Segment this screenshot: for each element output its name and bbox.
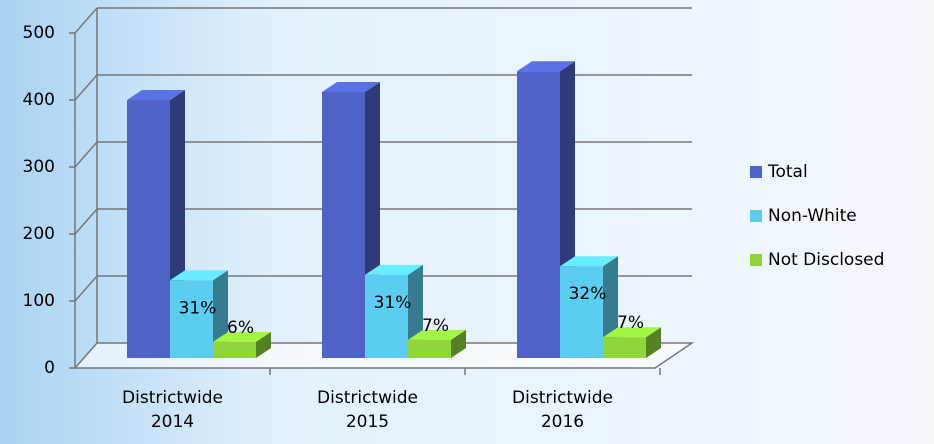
- y-tick-label: 0: [44, 358, 55, 378]
- x-tick-line: 2014: [151, 412, 194, 432]
- bar: [213, 331, 271, 358]
- bar: [603, 327, 661, 358]
- bar: [365, 264, 423, 358]
- x-tick-line: Districtwide: [122, 388, 223, 408]
- y-tick-label: 200: [23, 224, 55, 244]
- bar: [408, 329, 466, 358]
- data-label: 31%: [374, 293, 412, 313]
- y-tick-label: 300: [23, 157, 55, 177]
- bar-front: [322, 92, 365, 358]
- data-label: 7%: [617, 313, 644, 333]
- bar-front: [517, 71, 560, 359]
- data-label: 6%: [227, 318, 254, 338]
- bar-front: [127, 100, 170, 359]
- x-tick-line: Districtwide: [317, 388, 418, 408]
- bar-top: [213, 331, 271, 342]
- y-tick-label: 100: [23, 291, 55, 311]
- x-tick-line: Districtwide: [512, 388, 613, 408]
- grid-line: [74, 141, 98, 168]
- x-tick-label: Districtwide 2014: [122, 388, 223, 432]
- bar: [322, 82, 380, 358]
- bar-top: [365, 264, 423, 275]
- legend-swatch: [750, 254, 762, 266]
- bar-top: [603, 327, 661, 338]
- grid-line: [74, 74, 98, 101]
- bar-side: [256, 331, 271, 358]
- bar-front: [408, 339, 451, 358]
- data-label: 31%: [179, 298, 217, 318]
- x-tick-label: Districtwide 2016: [512, 388, 613, 432]
- legend-label: Non-White: [768, 206, 857, 226]
- bar-top: [322, 82, 380, 93]
- grid-line: [74, 7, 98, 34]
- bar-top: [127, 90, 185, 101]
- legend-label: Not Disclosed: [768, 250, 884, 270]
- bar-front: [560, 266, 603, 358]
- y-tick-label: 500: [23, 23, 55, 43]
- data-label: 32%: [569, 284, 607, 304]
- x-tick-line: 2015: [346, 412, 389, 432]
- bar-front: [170, 280, 213, 358]
- bar-top: [560, 256, 618, 267]
- bar-front: [365, 274, 408, 358]
- bar-front: [603, 337, 646, 358]
- bar-side: [646, 327, 661, 358]
- x-tick-label: Districtwide 2015: [317, 388, 418, 432]
- legend-label: Total: [767, 162, 808, 182]
- grid-line: [74, 208, 98, 235]
- x-tick-line: 2016: [541, 412, 584, 432]
- y-tick-label: 400: [23, 90, 55, 110]
- legend-swatch: [750, 166, 762, 178]
- bar-top: [170, 270, 228, 281]
- bar-top: [408, 329, 466, 340]
- data-label: 7%: [422, 316, 449, 336]
- bar-front: [213, 341, 256, 358]
- bar-side: [451, 329, 466, 358]
- grid-line: [74, 275, 98, 302]
- legend-swatch: [750, 210, 762, 222]
- bar-top: [517, 61, 575, 72]
